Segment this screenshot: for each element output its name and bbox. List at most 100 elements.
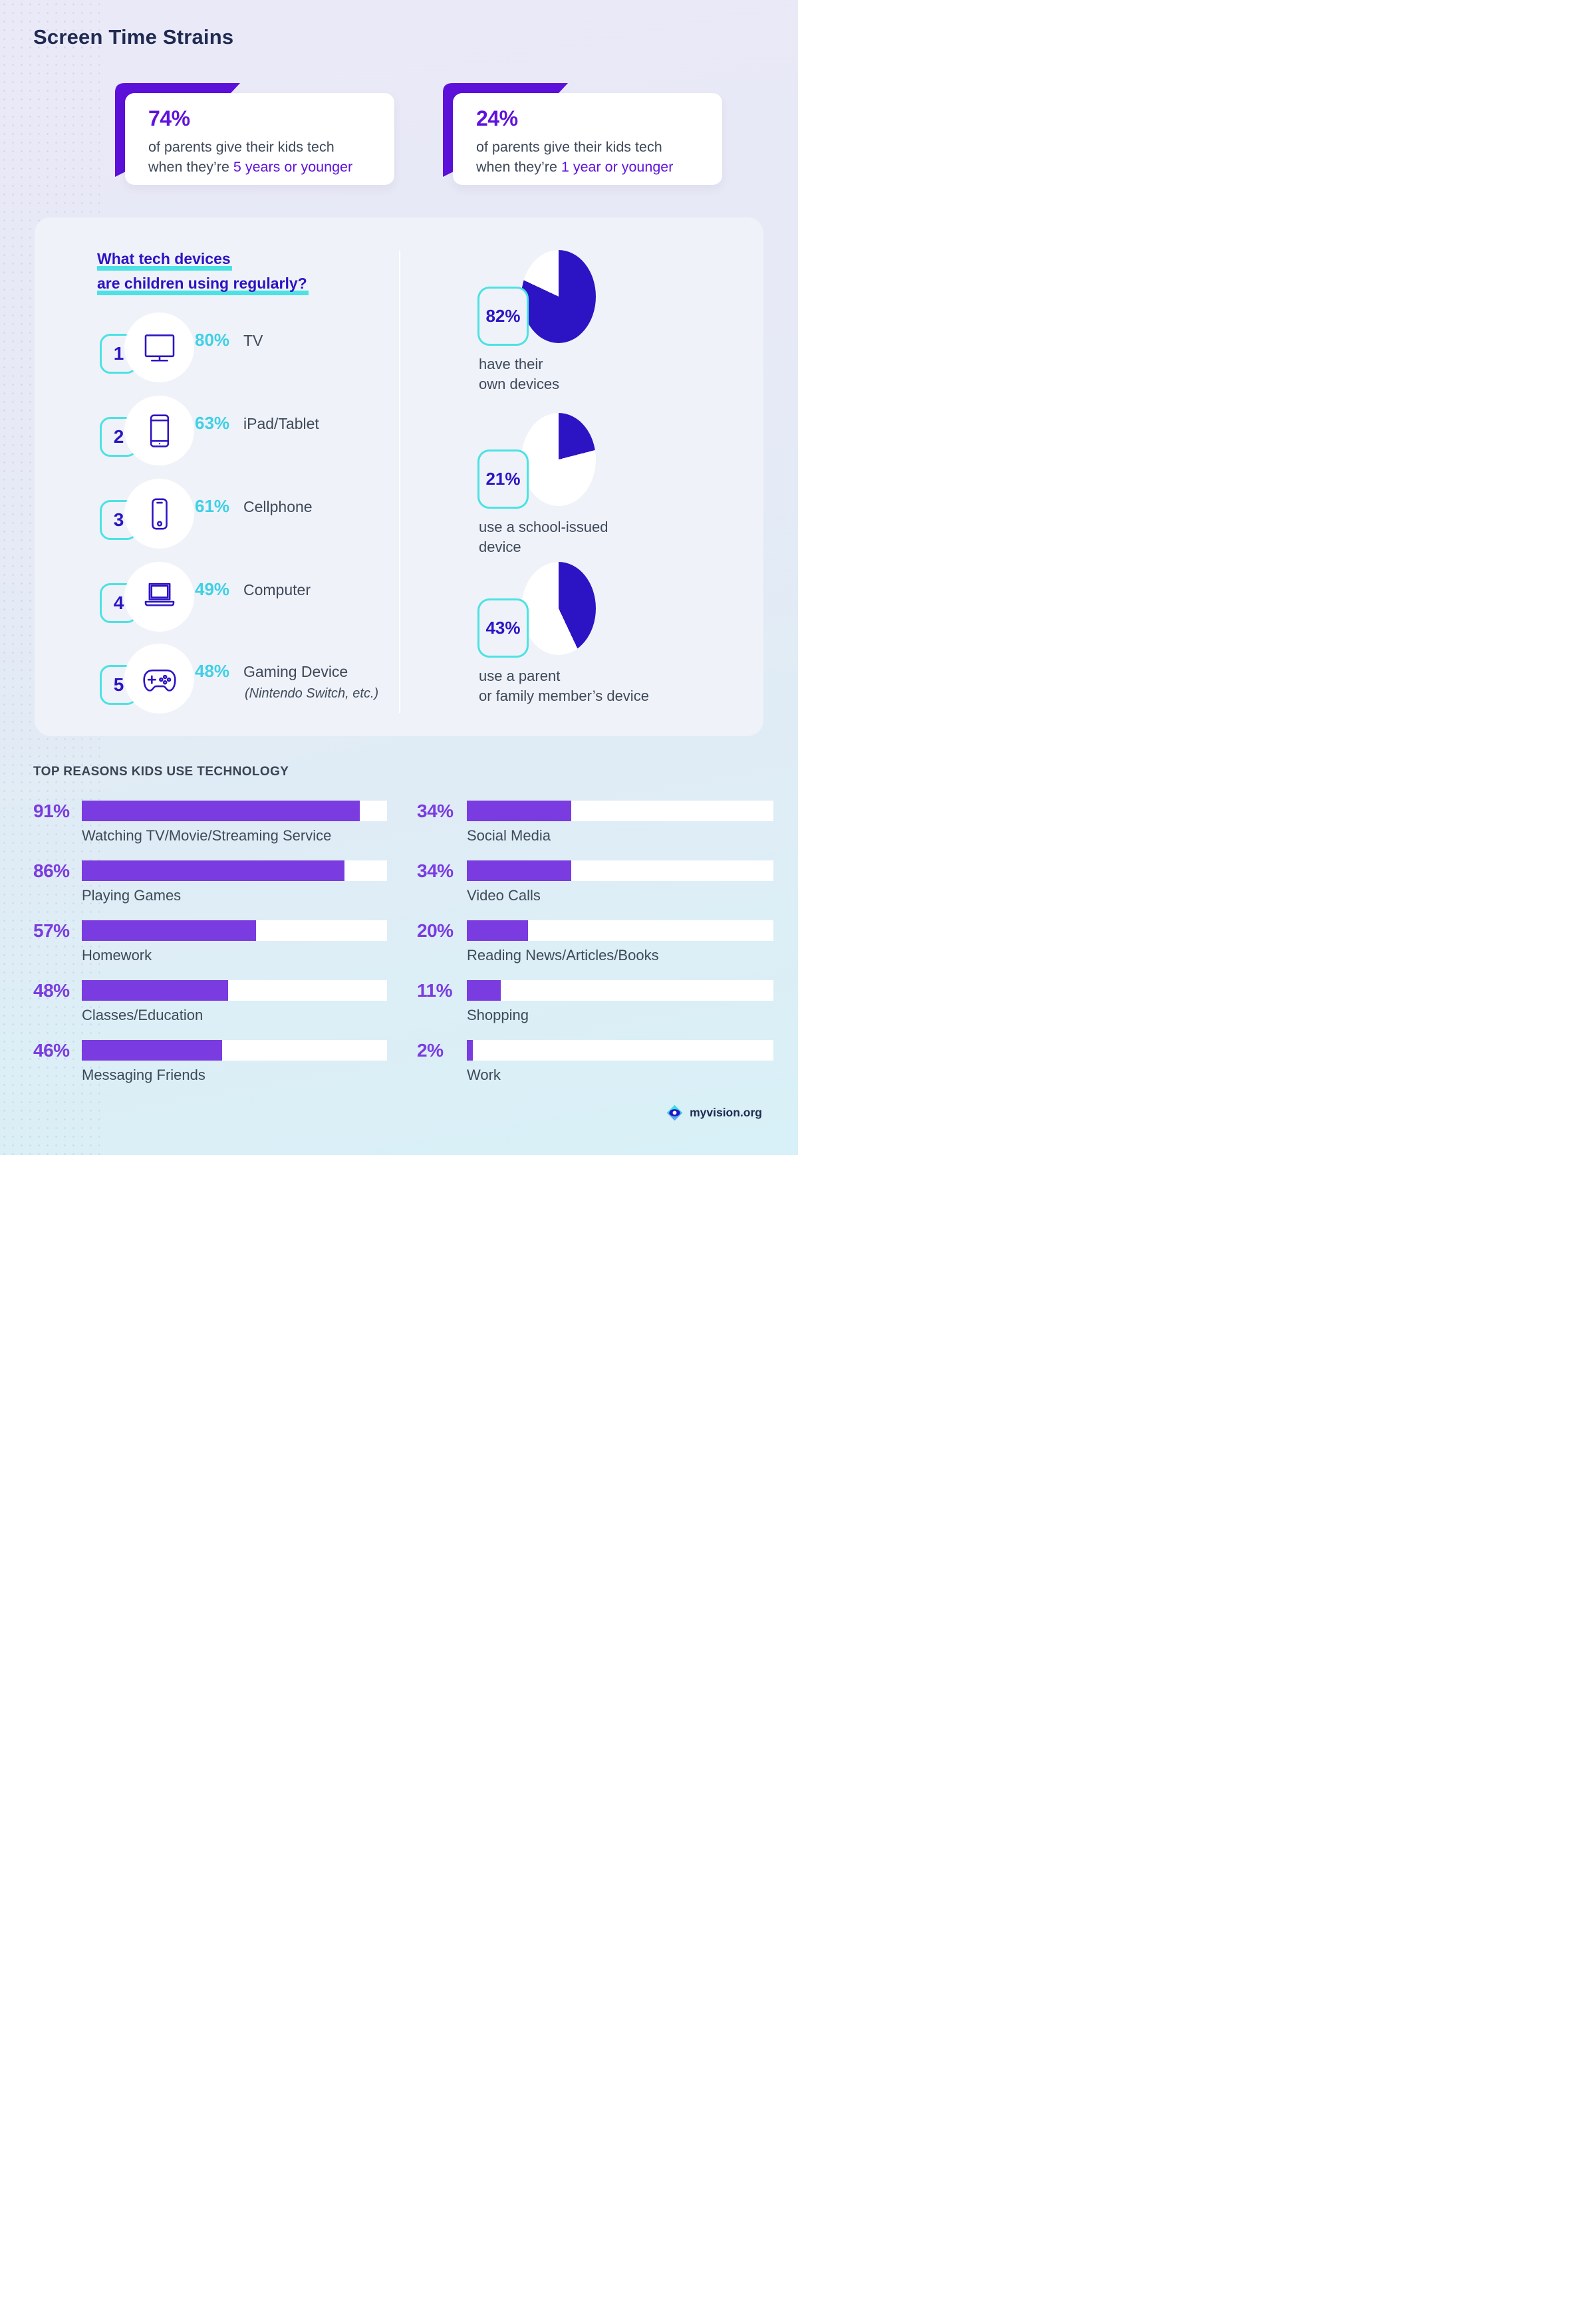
bar-track [82,1040,387,1061]
icon-circle [124,479,194,549]
stat-text: of parents give their kids tech when the… [148,137,394,177]
pie-caption: use a school-issued device [479,517,608,557]
bar-label: Reading News/Articles/Books [467,947,659,963]
stat-card-1-year: 24% of parents give their kids tech when… [443,83,722,185]
device-percent: 80% [195,330,230,350]
tv-icon [144,334,174,362]
brand-name: myvision.org [690,1106,762,1119]
pie-percent-badge: 82% [477,287,529,346]
eye-diamond-logo [666,1104,683,1121]
device-row-gaming: 5 48% Gaming Device (Nintendo Switch, et… [100,644,406,713]
bar-row-video-calls: 34% Video Calls [417,860,773,904]
bar-fill [82,801,360,821]
pie-chart-parent-device [521,562,596,655]
device-row-tablet: 2 63% iPad/Tablet [100,396,406,465]
tablet-icon [150,414,169,448]
bar-fill [82,920,256,941]
pie-percent-badge: 43% [477,598,529,658]
icon-circle [124,313,194,382]
bar-label: Work [467,1067,501,1083]
pie-caption-line2: own devices [479,376,560,392]
devices-heading-line2: are children using regularly? [97,271,309,296]
device-label: Cellphone [243,498,313,515]
stat-line1: of parents give their kids tech [476,139,662,155]
infographic-page: Screen Time Strains 74% of parents give … [0,0,798,1155]
device-percent: 48% [195,661,230,681]
device-label: Computer [243,581,311,598]
device-row-tv: 1 80% TV [100,313,406,382]
pie-caption-line2: device [479,539,521,555]
bar-track [467,980,773,1001]
bar-percent: 86% [33,860,70,881]
bar-label: Homework [82,947,152,963]
bar-percent: 46% [33,1040,70,1061]
icon-circle [124,396,194,465]
stat-line1: of parents give their kids tech [148,139,334,155]
gamepad-icon [142,669,176,692]
bar-row-social-media: 34% Social Media [417,801,773,844]
icon-circle [124,644,194,713]
bar-track [82,801,387,821]
device-row-computer: 4 49% Computer [100,562,406,632]
bar-fill [467,860,571,881]
stat-text: of parents give their kids tech when the… [476,137,722,177]
bar-track [82,920,387,941]
bar-label: Classes/Education [82,1007,203,1023]
bar-fill [82,980,229,1001]
bar-percent: 57% [33,920,70,941]
pie-chart-own-devices [521,250,596,343]
stat-card-5-years: 74% of parents give their kids tech when… [115,83,394,185]
stat-line2-prefix: when they’re [476,159,561,175]
devices-heading-line1: What tech devices [97,247,232,271]
bar-percent: 91% [33,801,70,821]
bar-label: Messaging Friends [82,1067,205,1083]
stat-line2-highlight: 1 year or younger [561,159,674,175]
stat-line2-highlight: 5 years or younger [233,159,353,175]
bar-label: Shopping [467,1007,529,1023]
device-label: Gaming Device [243,663,348,680]
bar-percent: 34% [417,860,454,881]
stat-card-body: 74% of parents give their kids tech when… [125,93,394,185]
pie-caption-line1: use a school-issued [479,519,608,535]
bar-percent: 2% [417,1040,444,1061]
bar-row-watching-tv: 91% Watching TV/Movie/Streaming Service [33,801,387,844]
bar-track [467,801,773,821]
pie-caption-line2: or family member’s device [479,688,649,704]
panel-divider [399,251,400,713]
device-row-cellphone: 3 61% Cellphone [100,479,406,549]
devices-panel: What tech devices are children using reg… [35,217,763,736]
device-label: iPad/Tablet [243,415,319,432]
bar-fill [82,1040,223,1061]
reasons-bars-left-column: 91% Watching TV/Movie/Streaming Service … [33,801,387,1100]
bar-fill [467,801,571,821]
bar-row-playing-games: 86% Playing Games [33,860,387,904]
bar-track [82,980,387,1001]
stat-value: 24% [476,106,518,130]
bar-row-reading-news: 20% Reading News/Articles/Books [417,920,773,964]
bar-row-classes-education: 48% Classes/Education [33,980,387,1024]
device-label: TV [243,332,263,349]
bar-fill [467,980,501,1001]
bar-track [467,860,773,881]
pie-percent-badge: 21% [477,449,529,509]
bar-row-work: 2% Work [417,1040,773,1084]
devices-heading: What tech devices are children using reg… [97,247,309,296]
bar-label: Social Media [467,827,551,844]
device-percent: 61% [195,496,230,516]
bar-track [82,860,387,881]
bar-label: Watching TV/Movie/Streaming Service [82,827,332,844]
stat-value: 74% [148,106,190,130]
stat-card-body: 24% of parents give their kids tech when… [453,93,722,185]
bar-track [467,1040,773,1061]
bar-percent: 11% [417,980,453,1001]
device-percent: 49% [195,579,230,599]
bar-track [467,920,773,941]
bar-label: Playing Games [82,887,182,904]
reasons-heading: TOP REASONS KIDS USE TECHNOLOGY [33,765,289,779]
laptop-icon [144,582,174,606]
icon-circle [124,562,194,632]
bar-fill [467,920,529,941]
pie-caption-line1: have their [479,356,543,372]
bar-percent: 34% [417,801,454,821]
bar-fill [82,860,344,881]
